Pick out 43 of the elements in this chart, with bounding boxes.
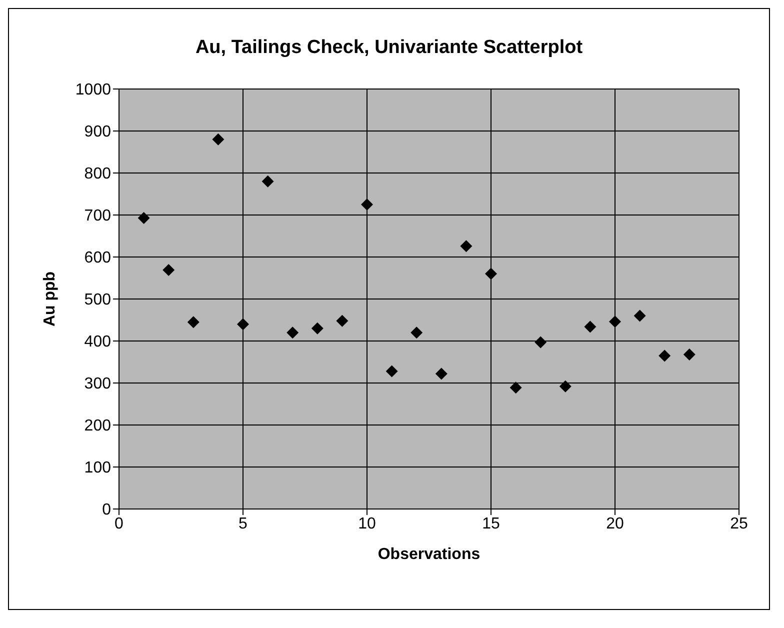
y-tick-label: 400: [84, 334, 112, 351]
point: [262, 175, 274, 188]
point: [286, 326, 299, 339]
point: [634, 310, 646, 322]
point: [485, 268, 497, 280]
x-tick-label: 10: [358, 515, 376, 532]
point: [311, 322, 324, 334]
point: [212, 133, 224, 146]
point: [187, 316, 200, 328]
y-tick-label: 0: [102, 502, 112, 519]
point: [138, 212, 150, 224]
x-tick-label: 15: [482, 515, 500, 532]
y-tick-label: 300: [84, 376, 112, 393]
point: [361, 198, 373, 210]
y-tick-label: 700: [84, 208, 112, 225]
point: [435, 368, 448, 380]
x-tick-label: 5: [238, 515, 248, 532]
point: [410, 326, 423, 339]
point: [237, 318, 249, 330]
point: [386, 365, 398, 378]
x-tick-label: 25: [730, 515, 748, 532]
point: [683, 348, 696, 360]
chart-title: Au, Tailings Check, Univariante Scatterplot: [194, 37, 584, 59]
point: [658, 350, 671, 362]
point: [559, 380, 572, 392]
x-tick-label: 20: [606, 515, 624, 532]
point: [460, 240, 472, 252]
point: [336, 314, 348, 327]
y-tick-label: 500: [84, 292, 112, 309]
y-tick-label: 1000: [75, 82, 112, 99]
point: [609, 316, 621, 328]
x-axis-title: Observations: [378, 546, 480, 563]
point: [510, 382, 522, 394]
y-axis-title: Au ppb: [42, 271, 59, 327]
point: [534, 336, 547, 348]
y-tick-label: 600: [84, 250, 112, 267]
point: [584, 320, 596, 333]
y-tick-label: 200: [84, 418, 112, 435]
x-tick-label: 0: [114, 515, 124, 532]
y-tick-label: 100: [84, 460, 112, 477]
y-tick-label: 900: [84, 124, 112, 141]
point: [162, 264, 175, 276]
y-tick-label: 800: [84, 166, 112, 183]
